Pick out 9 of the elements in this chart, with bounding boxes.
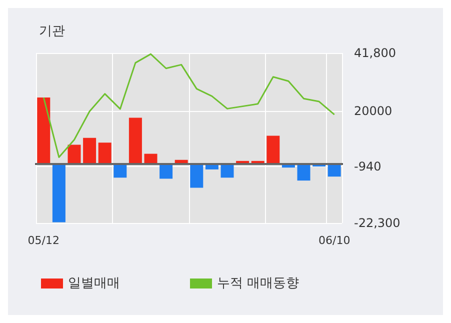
y-tick-label: -940 [354, 159, 382, 174]
y-tick-label: 41,800 [354, 46, 396, 60]
x-tick-label: 05/12 [28, 234, 60, 247]
x-tick-label: 06/10 [318, 234, 350, 247]
legend-label: 누적 매매동향 [217, 276, 300, 291]
y-tick-label: 20000 [354, 104, 392, 118]
chart-title: 기관 [39, 24, 65, 39]
legend-label: 일별매매 [68, 276, 120, 291]
y-tick-label: -22,300 [354, 216, 400, 230]
